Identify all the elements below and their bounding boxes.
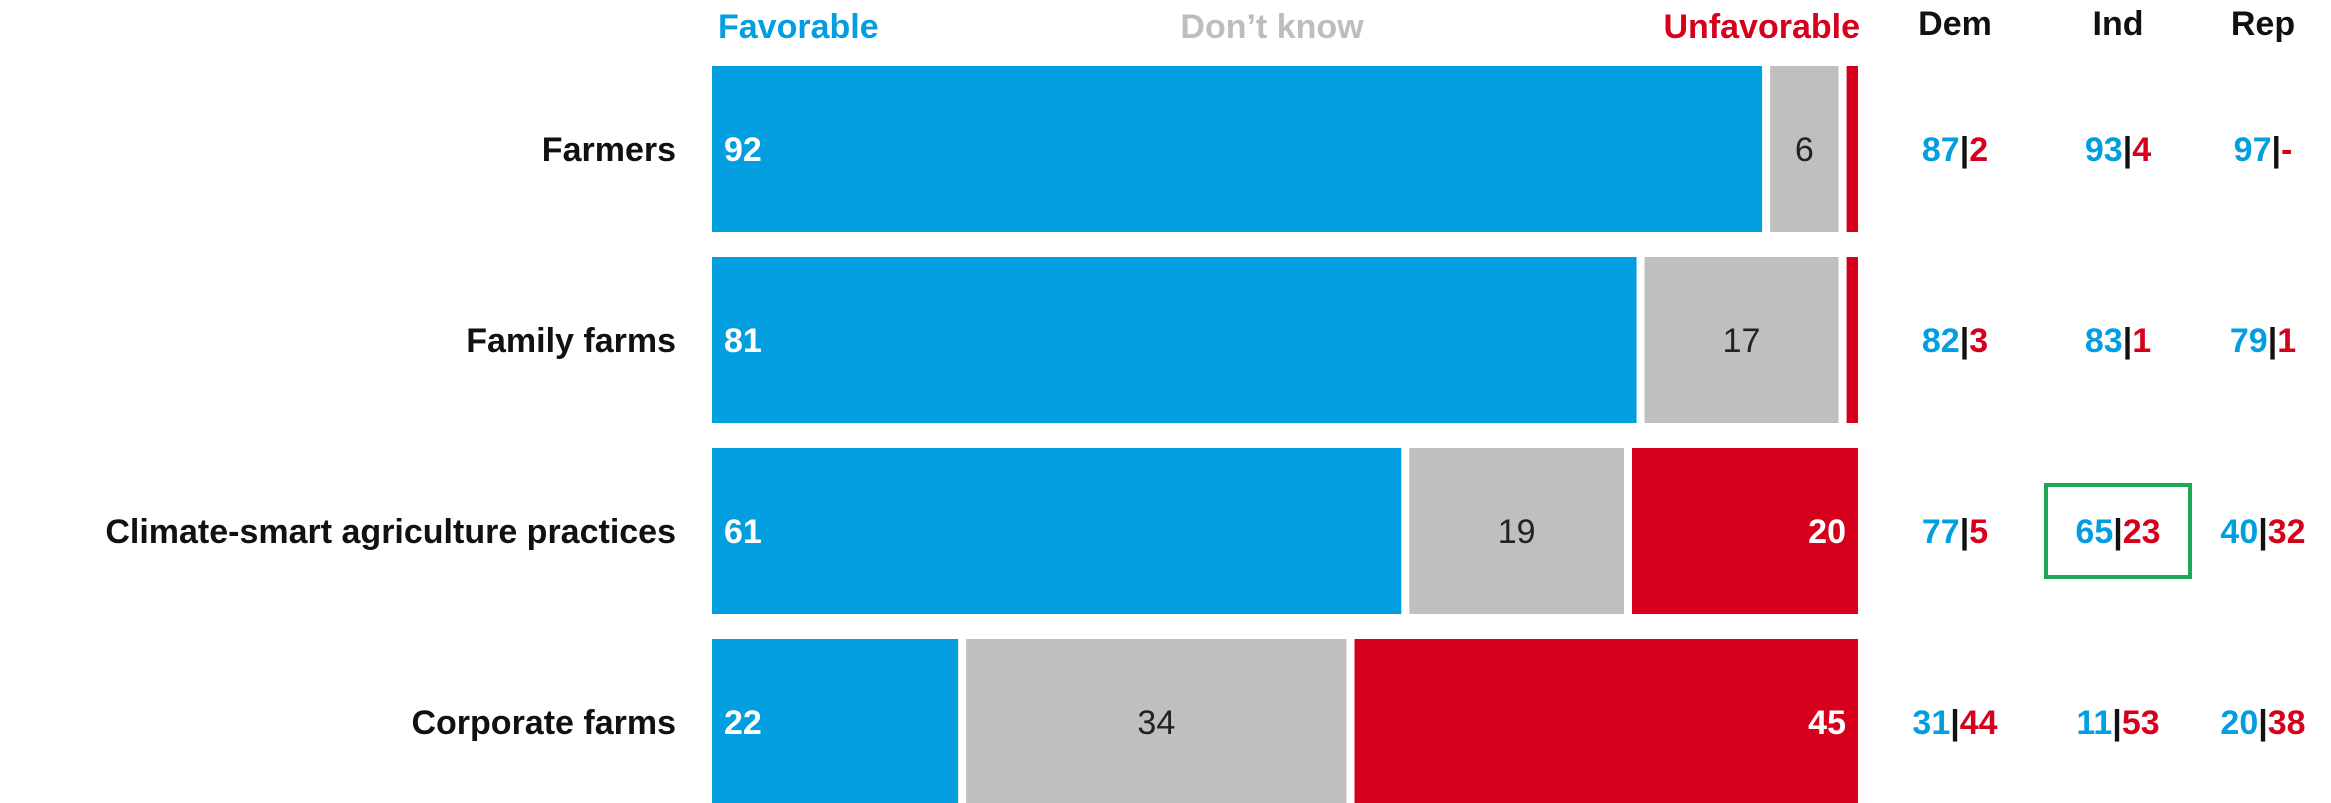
stacked-bars: 92 6 81 17 61 19 20 22 34 45 (712, 66, 1858, 803)
category-label: Corporate farms (411, 704, 676, 742)
party-unfavorable: 1 (2132, 322, 2151, 360)
party-favorable: 20 (2220, 704, 2258, 742)
party-favorable: 97 (2234, 131, 2272, 169)
bar-value-label-dont-know: 19 (1498, 513, 1536, 551)
party-unfavorable: 53 (2122, 704, 2160, 742)
party-header-rep: Rep (2231, 5, 2295, 43)
party-value-rep: 97|- (2234, 131, 2293, 169)
party-favorable: 11 (2076, 704, 2112, 742)
category-label: Climate-smart agriculture practices (105, 513, 676, 551)
category-label: Family farms (466, 322, 676, 360)
legend: Favorable Don’t know Unfavorable (718, 8, 1860, 46)
bar-value-label-favorable: 81 (724, 322, 762, 360)
party-value-rep: 40|32 (2220, 513, 2305, 551)
party-separator: | (1960, 322, 1970, 360)
category-label: Farmers (542, 131, 676, 169)
party-unfavorable: 2 (1969, 131, 1988, 169)
party-value-dem: 87|2 (1922, 131, 1988, 169)
party-value-rep: 79|1 (2230, 322, 2296, 360)
bar-segment-unfavorable (1846, 66, 1858, 232)
party-separator: | (2112, 704, 2122, 742)
party-separator: | (2271, 131, 2281, 169)
bar-value-label-favorable: 92 (724, 131, 762, 169)
party-favorable: 83 (2085, 322, 2123, 360)
highlight-box (2044, 483, 2192, 579)
legend-don-t-know: Don’t know (1180, 8, 1364, 46)
bar-value-label-dont-know: 17 (1723, 322, 1761, 360)
party-value-ind: 11|53 (2076, 704, 2159, 742)
party-value-dem: 31|44 (1912, 704, 1997, 742)
bar-segment-unfavorable (1846, 257, 1858, 423)
category-labels: Farmers Family farms Climate-smart agricul… (105, 131, 676, 742)
bar-segment-favorable (712, 448, 1402, 614)
party-unfavorable: 32 (2268, 513, 2306, 551)
bar-segment-favorable (712, 66, 1763, 232)
party-favorable: 79 (2230, 322, 2268, 360)
party-favorable: 93 (2085, 131, 2123, 169)
party-value-dem: 82|3 (1922, 322, 1988, 360)
party-unfavorable: 1 (2277, 322, 2296, 360)
legend-favorable: Favorable (718, 8, 879, 46)
party-unfavorable: 38 (2268, 704, 2306, 742)
party-value-dem: 77|5 (1922, 513, 1988, 551)
party-favorable: 65 (2075, 513, 2113, 551)
bar-segment-unfavorable (1632, 448, 1858, 614)
party-unfavorable: - (2281, 131, 2292, 169)
bar-segment-dont-know (1770, 66, 1839, 232)
bar-value-label-dont-know: 34 (1137, 704, 1175, 742)
bar-segment-dont-know (966, 639, 1347, 803)
bar-value-label-favorable: 22 (724, 704, 762, 742)
party-value-ind: 83|1 (2085, 322, 2151, 360)
party-favorable: 31 (1912, 704, 1950, 742)
party-separator: | (2113, 513, 2123, 551)
bar-segment-favorable (712, 257, 1637, 423)
party-unfavorable: 44 (1960, 704, 1998, 742)
party-separator: | (1960, 131, 1970, 169)
party-favorable: 77 (1922, 513, 1960, 551)
party-value-ind: 65|23 (2075, 513, 2160, 551)
party-value-rep: 20|38 (2220, 704, 2305, 742)
party-separator: | (1950, 704, 1960, 742)
party-separator: | (2123, 322, 2133, 360)
party-favorable: 82 (1922, 322, 1960, 360)
bar-value-label-favorable: 61 (724, 513, 762, 551)
party-header-ind: Ind (2093, 5, 2144, 43)
party-unfavorable: 4 (2132, 131, 2151, 169)
legend-unfavorable: Unfavorable (1664, 8, 1861, 46)
party-separator: | (2123, 131, 2133, 169)
bar-segment-favorable (712, 639, 959, 803)
party-unfavorable: 23 (2123, 513, 2161, 551)
bar-segment-dont-know (1409, 448, 1624, 614)
party-breakdown: 87|2 93|4 97|-82|3 83|1 79|177|5 65|23 40|3231… (1912, 131, 2305, 742)
bar-segment-unfavorable (1354, 639, 1858, 803)
bar-value-label-dont-know: 6 (1795, 131, 1814, 169)
party-unfavorable: 5 (1969, 513, 1988, 551)
bar-value-label-unfavorable: 45 (1808, 704, 1846, 742)
party-separator: | (2258, 513, 2268, 551)
party-separator: | (2258, 704, 2268, 742)
party-header-dem: Dem (1918, 5, 1992, 43)
bar-value-label-unfavorable: 20 (1808, 513, 1846, 551)
party-favorable: 40 (2220, 513, 2258, 551)
party-value-ind: 93|4 (2085, 131, 2151, 169)
party-unfavorable: 3 (1969, 322, 1988, 360)
party-column-headers: Dem Ind Rep (1918, 5, 2295, 43)
party-separator: | (1960, 513, 1970, 551)
party-separator: | (2268, 322, 2278, 360)
party-favorable: 87 (1922, 131, 1960, 169)
bar-segment-dont-know (1644, 257, 1839, 423)
